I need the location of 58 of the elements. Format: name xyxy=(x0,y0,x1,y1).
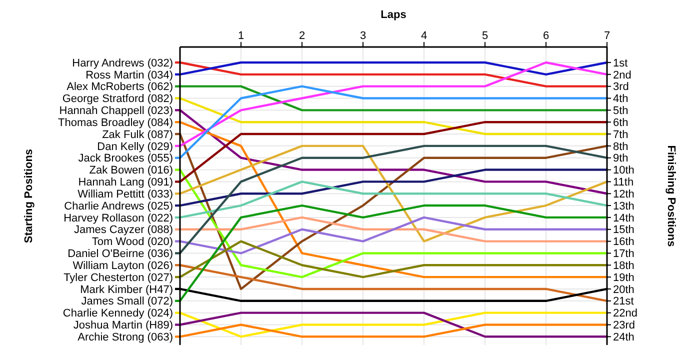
legend-label: Daniel O'Beirne (036) xyxy=(68,248,173,260)
x-tick-label: 1 xyxy=(238,30,244,42)
legend-label: George Stratford (082) xyxy=(62,93,173,106)
x-tick-label: 2 xyxy=(298,30,306,42)
y-tick-label: 4th xyxy=(613,93,628,106)
legend-label: William Pettitt (033) xyxy=(78,188,173,200)
legend-label: Jack Brookes (055) xyxy=(78,152,173,165)
legend-label: James Small (072) xyxy=(81,296,173,308)
y-tick-label: 20th xyxy=(613,284,634,296)
legend-label: Mark Kimber (H47) xyxy=(80,284,173,296)
y-tick-label: 3rd xyxy=(613,81,629,94)
x-tick-label: 4 xyxy=(420,30,428,42)
legend-label: Tyler Chesterton (027) xyxy=(64,272,173,284)
y-tick-label: 18th xyxy=(613,260,634,272)
legend-label: Tom Wood (020) xyxy=(92,236,173,248)
y-tick-label: 5th xyxy=(613,105,628,118)
legend-label: Charlie Andrews (025) xyxy=(64,200,173,212)
y-tick-label: 2nd xyxy=(613,69,632,82)
y-tick-label: 22nd xyxy=(613,308,638,320)
y-tick-label: 6th xyxy=(613,116,628,129)
y-tick-label: 16th xyxy=(613,236,634,248)
y-tick-label: 10th xyxy=(613,164,634,177)
y-tick-label: 21st xyxy=(613,296,634,308)
y-tick-label: 9th xyxy=(613,152,628,165)
x-axis-title: Laps xyxy=(380,9,406,21)
legend-label: Thomas Broadley (084) xyxy=(58,116,173,129)
legend-label: Harvey Rollason (022) xyxy=(64,212,173,224)
legend-label: Dan Kelly (029) xyxy=(97,140,173,153)
legend-label: Zak Bowen (016) xyxy=(89,164,173,177)
legend-label: James Cayzer (088) xyxy=(74,224,173,236)
legend-label: Harry Andrews (032) xyxy=(72,57,173,70)
y-tick-label: 11th xyxy=(613,176,634,189)
y-tick-label: 17th xyxy=(613,248,634,260)
y-tick-label: 8th xyxy=(613,140,628,153)
legend-label: Ross Martin (034) xyxy=(86,69,173,82)
x-tick-label: 6 xyxy=(542,30,550,42)
y-axis-title: Finishing Positions xyxy=(665,145,677,247)
y-tick-label: 7th xyxy=(613,128,628,141)
legend-label: Hannah Lang (091) xyxy=(78,176,173,189)
legend-label: Zak Fulk (087) xyxy=(102,128,173,141)
y-tick-label: 23rd xyxy=(613,320,636,332)
x-tick-label: 3 xyxy=(360,30,366,42)
legend-label: Joshua Martin (H89) xyxy=(73,320,173,332)
text: Starting Positions xyxy=(23,148,35,244)
legend-label: Hannah Chappell (023) xyxy=(59,105,173,118)
y-tick-label: 15th xyxy=(613,224,634,236)
x-tick-label: 7 xyxy=(604,30,610,42)
y-tick-label: 14th xyxy=(613,212,634,224)
legend-label: Archie Strong (063) xyxy=(78,332,173,344)
y-tick-label: 1st xyxy=(613,57,628,70)
y-tick-label: 12th xyxy=(613,188,634,200)
y-tick-label: 24th xyxy=(613,332,634,344)
y-tick-label: 13th xyxy=(613,200,634,212)
x-tick-label: 5 xyxy=(482,30,488,42)
legend-label: Charlie Kennedy (024) xyxy=(62,308,173,320)
y-tick-label: 19th xyxy=(613,272,634,284)
legend-label: Alex McRoberts (062) xyxy=(66,81,173,94)
legend-label: William Layton (026) xyxy=(72,260,173,272)
